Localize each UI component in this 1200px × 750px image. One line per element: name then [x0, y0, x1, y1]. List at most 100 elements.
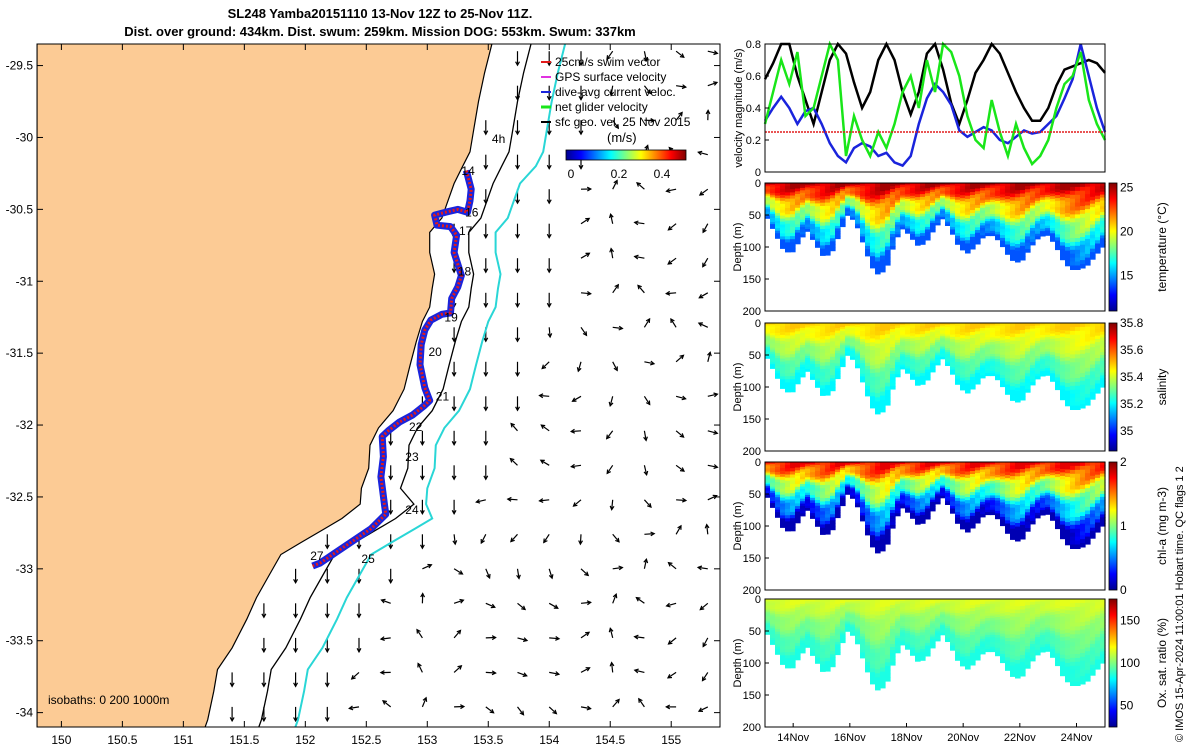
chla-section-cell	[1025, 515, 1031, 520]
chla-section-cell	[935, 488, 941, 492]
temperature-section-cell	[1005, 247, 1011, 252]
salinity-section-cell	[770, 360, 776, 363]
plot-title-line-2: Dist. over ground: 434km. Dist. swum: 25…	[124, 24, 636, 39]
salinity-section-cell	[1090, 364, 1096, 369]
temperature-section-cell	[915, 231, 921, 235]
velocity-arrow-head	[713, 392, 719, 398]
salinity-section-cell	[915, 323, 921, 327]
temperature-section-cell	[995, 195, 1001, 200]
temperature-section-cell	[870, 260, 876, 265]
chla-section-cell	[895, 471, 901, 475]
chla-section-cell	[1045, 485, 1051, 489]
temperature-section-cell	[1010, 218, 1016, 223]
temperature-section-cell	[1075, 226, 1081, 231]
salinity-section-cell	[1095, 348, 1101, 353]
chla-section-cell	[865, 471, 871, 476]
salinity-section-cell	[930, 356, 936, 360]
temperature-section-cell	[965, 202, 971, 206]
salinity-section-cell	[850, 323, 856, 326]
temperature-section-cell	[990, 233, 996, 237]
salinity-section-cell	[1085, 356, 1091, 361]
salinity-section-cell	[1040, 361, 1046, 365]
chla-section-cell	[880, 502, 886, 507]
chla-section-cell	[780, 465, 786, 469]
salinity-section-cell	[810, 325, 816, 329]
chla-section-cell	[830, 483, 836, 488]
chla-section-cell	[820, 494, 826, 499]
temperature-section-cell	[815, 188, 821, 193]
chla-section-cell	[990, 466, 996, 470]
temperature-section-cell	[1085, 220, 1091, 225]
chla-section-cell	[1065, 525, 1071, 531]
temperature-section-cell	[905, 192, 911, 195]
salinity-section-cell	[1065, 341, 1071, 347]
temperature-section-cell	[1040, 195, 1046, 198]
temperature-section-cell	[855, 197, 861, 200]
temperature-section-cell	[1020, 238, 1026, 243]
temperature-section-cell	[1015, 236, 1021, 241]
temperature-section-cell	[1005, 186, 1011, 190]
salinity-section-cell	[910, 353, 916, 357]
temperature-section-cell	[960, 195, 966, 199]
temperature-section-cell	[1000, 200, 1006, 204]
salinity-section-cell	[1055, 359, 1061, 363]
salinity-section-cell	[830, 369, 836, 373]
temperature-section-cell	[830, 244, 836, 249]
velocity-arrow-head	[420, 592, 426, 598]
chla-section-cell	[860, 480, 866, 484]
salinity-section-cell	[1005, 345, 1011, 350]
salinity-section-cell	[1050, 370, 1056, 374]
salinity-section-cell	[985, 366, 991, 369]
chla-section-cell	[1020, 469, 1026, 474]
chla-section-cell	[780, 488, 786, 493]
chla-section-cell	[945, 469, 951, 473]
chla-section-cell	[780, 482, 786, 487]
velocity-arrow-head	[459, 598, 465, 604]
chla-section-cell	[875, 486, 881, 492]
velocity-arrow-head	[491, 635, 497, 641]
salinity-section-cell	[875, 356, 881, 361]
temperature-section-cell	[800, 209, 806, 213]
temperature-section-cell	[780, 230, 786, 235]
chla-section-cell	[840, 487, 846, 491]
chla-section-cell	[1050, 514, 1056, 519]
salinity-section-cell	[790, 363, 796, 368]
temperature-section-cell	[920, 194, 926, 198]
salinity-section-cell	[1060, 385, 1066, 390]
velocity-arrow	[609, 396, 614, 406]
salinity-section-cell	[785, 354, 791, 358]
temperature-section-cell	[790, 186, 796, 190]
velocity-arrow-head	[678, 111, 683, 117]
salinity-section-cell	[1020, 354, 1026, 359]
temperature-section-cell	[1050, 225, 1056, 229]
velocity-arrow-head	[515, 199, 521, 205]
temperature-section-cell	[990, 221, 996, 225]
salinity-section-cell	[875, 376, 881, 382]
temperature-section-cell	[840, 206, 846, 210]
temperature-section-cell	[830, 232, 836, 236]
temperature-section-cell	[885, 197, 891, 203]
temperature-section-cell	[915, 214, 921, 218]
temperature-section-cell	[935, 200, 941, 203]
salinity-section-cell	[870, 326, 876, 332]
velocity-arrow-head	[697, 150, 703, 156]
chla-section-cell	[1010, 483, 1016, 488]
salinity-section-cell	[785, 348, 791, 352]
chla-section-cell	[1025, 462, 1031, 466]
salinity-section-cell	[765, 340, 771, 343]
chla-section-cell	[945, 492, 951, 496]
chla-section-cell	[1030, 478, 1036, 483]
chla-section-cell	[1055, 525, 1061, 530]
temperature-section-cell	[1025, 211, 1031, 215]
temperature-section-cell	[1030, 197, 1036, 201]
velocity-arrow-head	[707, 351, 712, 357]
salinity-section-cell	[785, 385, 791, 390]
velocity-arrow	[485, 706, 494, 714]
chla-section-cell	[780, 512, 786, 517]
chla-section-cell	[985, 502, 991, 506]
temperature-section-cell	[785, 214, 791, 218]
temperature-section-cell	[940, 189, 946, 192]
salinity-section-cell	[780, 376, 786, 380]
salinity-section-cell	[890, 377, 896, 381]
chla-section-cell	[800, 496, 806, 500]
